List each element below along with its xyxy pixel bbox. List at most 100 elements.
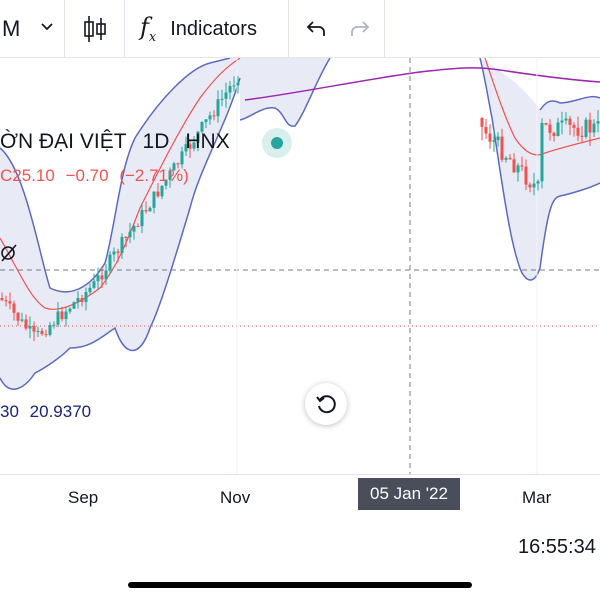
candle-body	[48, 325, 52, 335]
candle-body	[584, 119, 588, 137]
candle-body	[496, 136, 500, 141]
candle-body	[556, 122, 560, 137]
undo-button[interactable]	[300, 0, 332, 58]
bollinger-band-upper-mid	[240, 58, 330, 127]
interval-selector[interactable]: M	[0, 0, 62, 58]
close-label: C	[0, 166, 13, 185]
symbol-exchange: HNX	[185, 130, 230, 153]
bollinger-band-right	[480, 58, 600, 280]
candle-body	[224, 92, 228, 99]
bollinger-right-upper	[539, 95, 600, 111]
home-indicator[interactable]	[128, 582, 472, 588]
candle-body	[20, 319, 24, 321]
candle-body	[156, 191, 160, 197]
candle-body	[108, 254, 112, 271]
candle-body	[32, 325, 36, 332]
candle-body	[492, 140, 496, 142]
symbol-legend[interactable]: ỜN ĐẠI VIỆT 1D HNX	[0, 130, 246, 154]
candle-body	[52, 324, 56, 326]
candle-body	[152, 191, 156, 208]
candle-body	[64, 311, 68, 320]
candle-body	[196, 131, 200, 143]
candle-body	[24, 319, 28, 329]
candle-body	[508, 157, 512, 160]
toolbar-divider	[124, 0, 125, 58]
candle-body	[228, 86, 232, 93]
candle-body	[84, 292, 88, 303]
candle-body	[480, 118, 484, 127]
candles-icon	[84, 16, 106, 42]
candle-body	[144, 210, 148, 212]
candle-body	[4, 300, 8, 302]
candle-body	[188, 144, 192, 149]
candle-body	[576, 127, 580, 136]
undo-icon	[306, 21, 325, 36]
x-tick-label: Sep	[68, 488, 99, 507]
candle-body	[44, 334, 48, 336]
candle-body	[236, 82, 240, 86]
redo-button[interactable]	[344, 0, 376, 58]
candle-body	[80, 298, 84, 303]
candle-body	[544, 123, 548, 125]
hide-indicator-icon[interactable]	[0, 242, 22, 264]
toolbar-divider	[288, 0, 289, 58]
x-tick-label: Mar	[522, 488, 552, 507]
candle-body	[520, 165, 524, 167]
bollinger-basis-line-right	[484, 58, 600, 156]
candle-body	[580, 135, 584, 137]
candle-body	[232, 85, 236, 87]
chevron-down-icon	[41, 23, 53, 31]
candle-body	[504, 157, 508, 160]
candle-body	[172, 163, 176, 171]
candle-body	[220, 98, 224, 100]
interval-label: M	[2, 16, 21, 41]
candlestick-series	[0, 76, 600, 342]
toolbar-divider	[384, 0, 385, 58]
toolbar-divider	[64, 0, 65, 58]
indicators-button[interactable]: fx Indicators	[140, 0, 280, 58]
candle-body	[92, 281, 96, 288]
candle-body	[36, 330, 40, 332]
candle-body	[548, 124, 552, 133]
candle-body	[568, 118, 572, 125]
candle-body	[0, 298, 4, 301]
reset-chart-button[interactable]	[305, 383, 347, 425]
candle-body	[212, 115, 216, 117]
bollinger-lower-line-2	[0, 77, 241, 390]
candle-body	[128, 231, 132, 238]
moving-average-line	[244, 67, 600, 101]
candle-body	[552, 132, 556, 137]
symbol-interval: 1D	[142, 130, 170, 153]
candle-body	[40, 330, 44, 335]
change-value: −0.70	[65, 166, 109, 185]
bollinger-values-legend: 30 20.9370	[0, 402, 97, 422]
time-axis[interactable]: Sep Nov Mar	[0, 474, 600, 518]
candle-body	[16, 312, 20, 321]
candle-body	[100, 275, 104, 280]
symbol-name: ỜN ĐẠI VIỆT	[0, 130, 127, 153]
candle-body	[176, 163, 180, 165]
market-status-icon[interactable]	[262, 128, 292, 158]
candle-body	[208, 115, 212, 120]
price-chart[interactable]: ỜN ĐẠI VIỆT 1D HNX C25.10 −0.70 (−2.71%) 3…	[0, 58, 600, 474]
candle-body	[168, 170, 172, 180]
chart-canvas[interactable]	[0, 58, 600, 474]
x-tick-label: Nov	[220, 488, 251, 507]
candle-body	[524, 166, 528, 185]
candle-body	[12, 303, 16, 313]
candle-body	[560, 120, 564, 123]
close-value: 25.10	[12, 166, 55, 185]
candle-body	[564, 118, 568, 121]
candle-body	[132, 226, 136, 232]
candle-body	[136, 226, 140, 228]
candle-body	[184, 144, 188, 152]
candle-body	[500, 136, 504, 160]
candle-body	[28, 325, 32, 329]
chart-type-button[interactable]	[80, 0, 110, 58]
candle-body	[588, 119, 592, 133]
bollinger-basis-line	[0, 58, 241, 310]
candle-body	[204, 119, 208, 123]
candle-body	[96, 275, 100, 282]
candle-body	[88, 287, 92, 293]
